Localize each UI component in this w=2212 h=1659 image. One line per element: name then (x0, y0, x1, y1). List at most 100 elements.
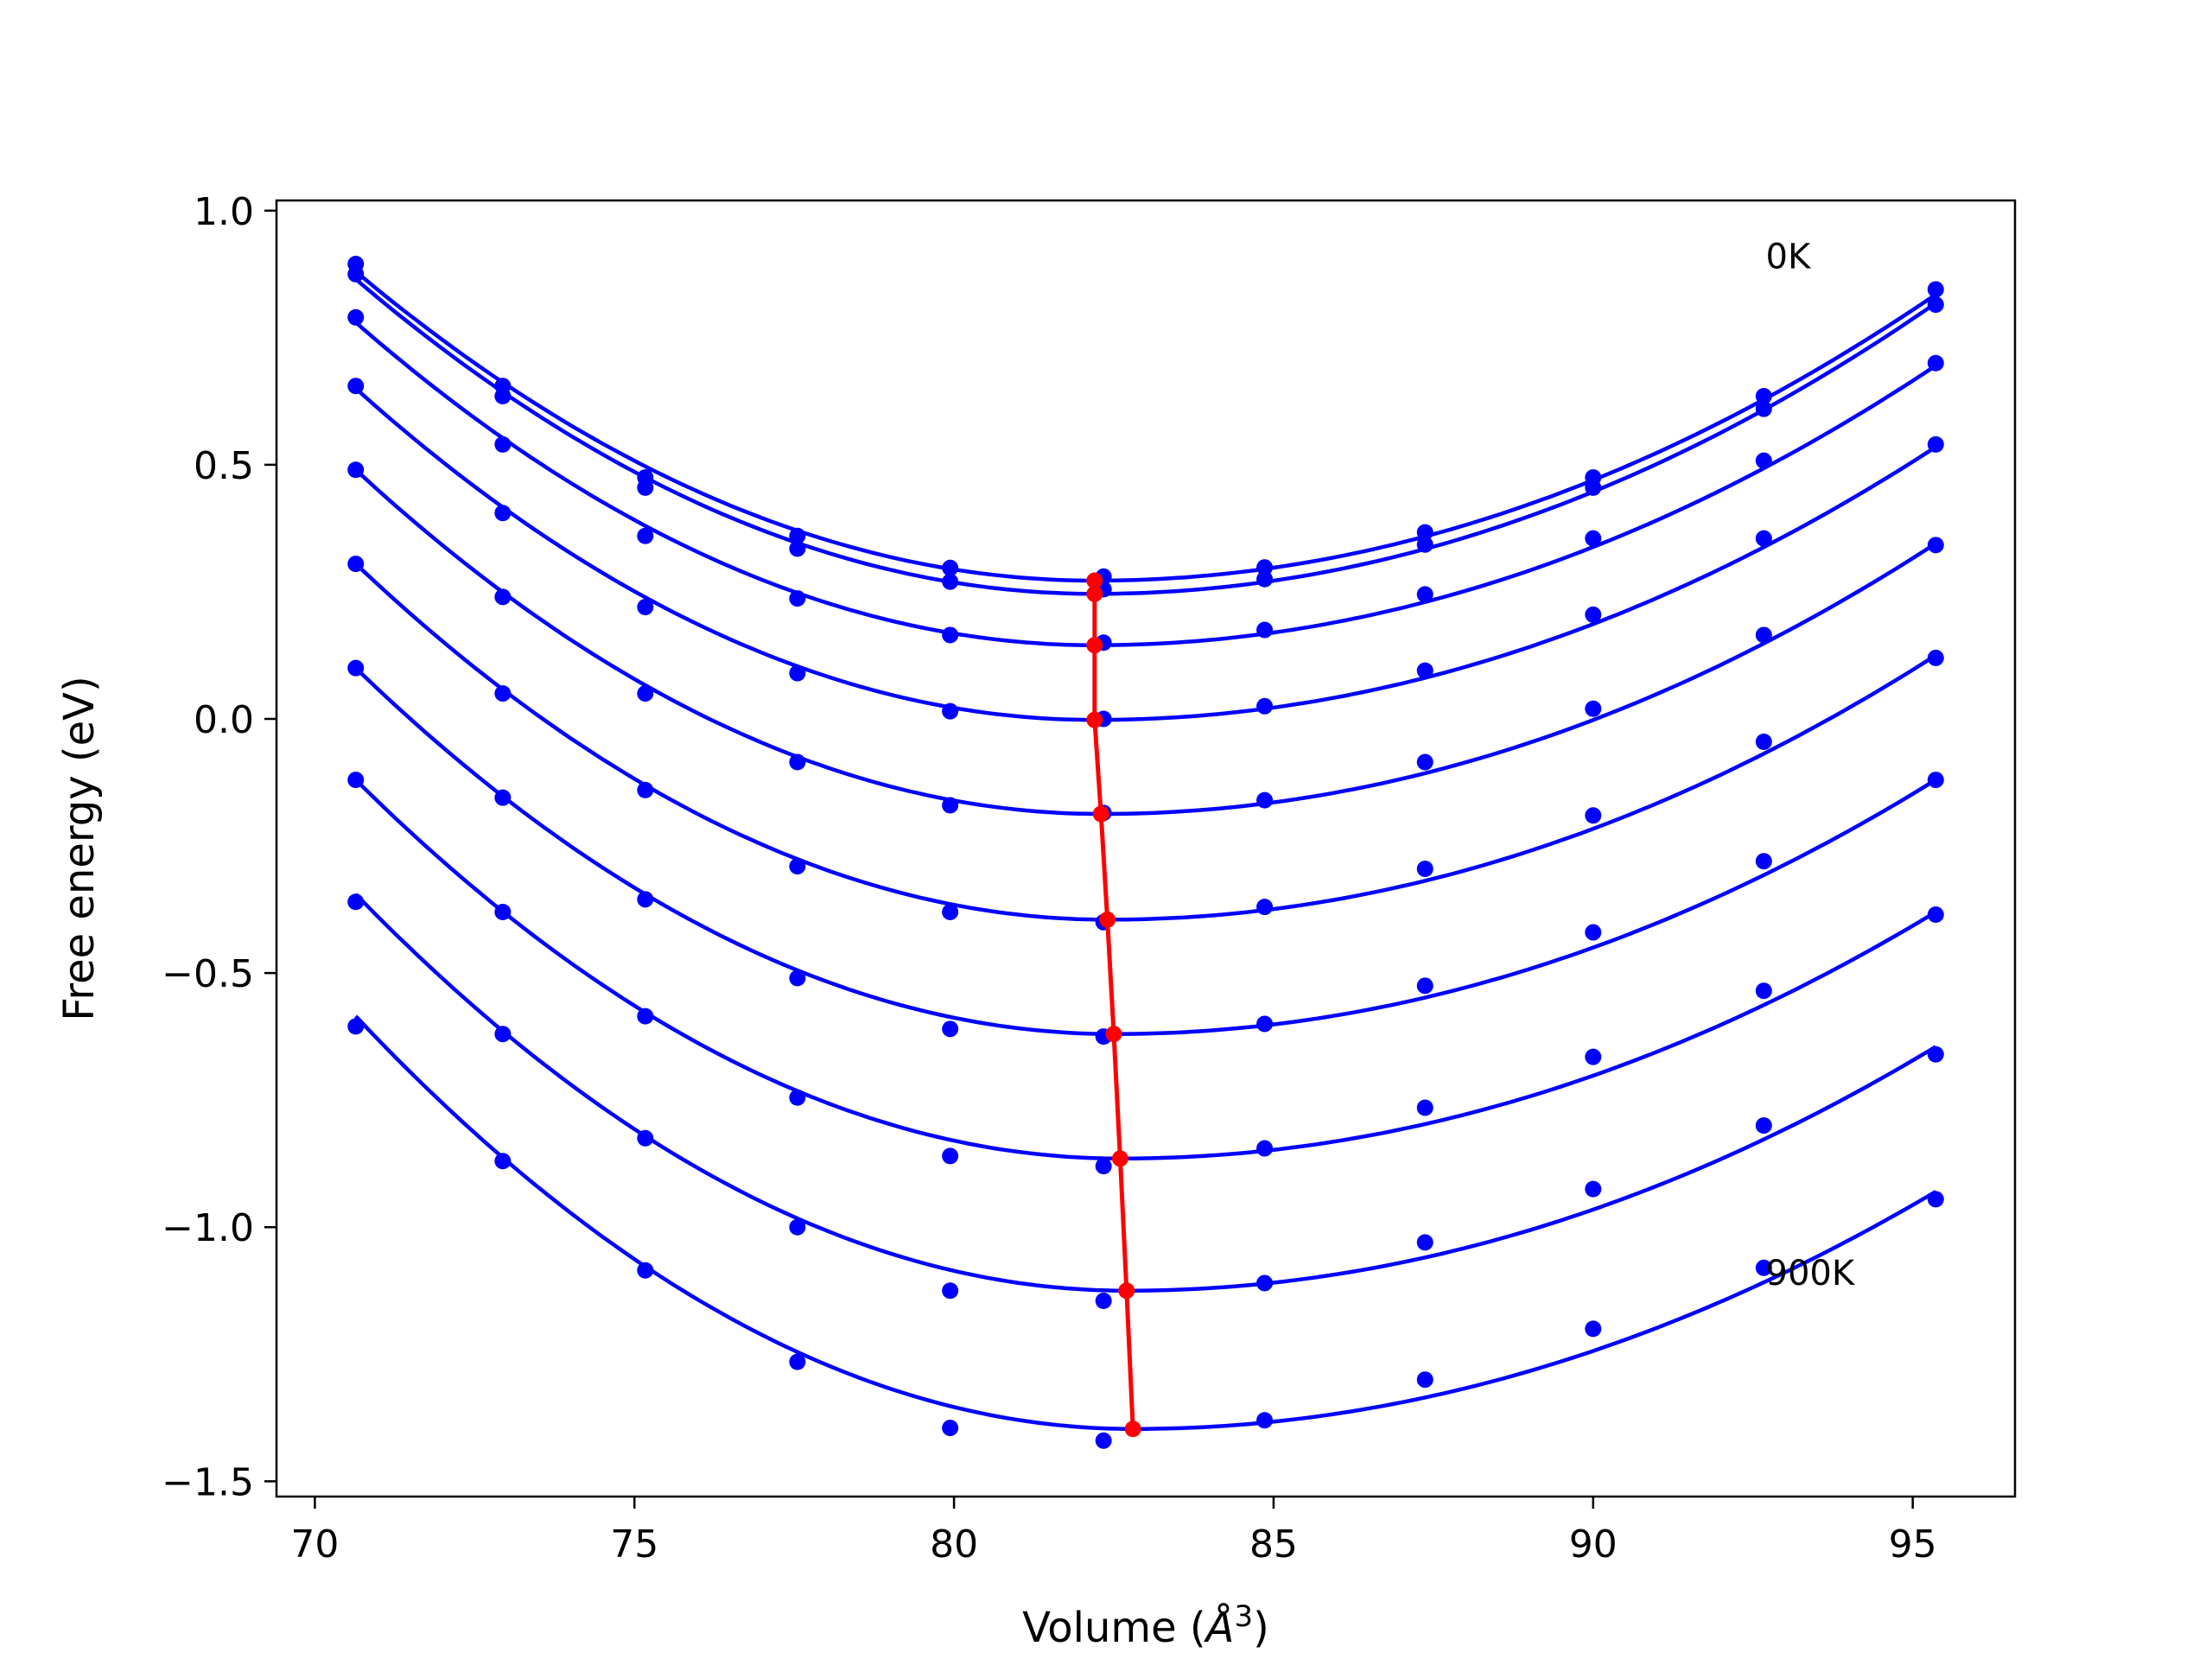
data-point (1256, 1140, 1274, 1157)
data-point (1416, 536, 1433, 553)
fit-curve-9 (354, 1014, 1937, 1432)
data-point (1256, 1015, 1274, 1033)
minimum-point (1099, 911, 1116, 928)
data-point (1927, 281, 1944, 298)
data-point (1585, 807, 1602, 824)
data-point (1256, 791, 1274, 809)
data-point (789, 969, 806, 987)
data-point (1256, 1412, 1274, 1429)
data-point (347, 659, 365, 677)
x-axis-label: Volume (Å3) (1022, 1599, 1269, 1652)
data-point (942, 702, 959, 720)
data-point (1416, 1371, 1433, 1389)
data-point (1755, 1259, 1772, 1276)
data-point (789, 1089, 806, 1106)
data-point (637, 781, 654, 798)
plot-frame (275, 199, 2017, 1498)
data-point (347, 265, 365, 283)
minimum-line (1086, 572, 1141, 1438)
x-axis-label-end: ) (1253, 1604, 1269, 1652)
data-point (1927, 1046, 1944, 1063)
x-axis-label-text: Volume ( (1022, 1604, 1206, 1652)
data-point (637, 1007, 654, 1025)
data-point (789, 858, 806, 875)
x-tick-label: 80 (930, 1522, 978, 1567)
data-point (637, 599, 654, 616)
data-point (1585, 924, 1602, 941)
data-point (942, 559, 959, 576)
data-point (789, 1218, 806, 1236)
data-point (347, 893, 365, 911)
data-point (1927, 537, 1944, 554)
x-axis-unit-exponent: 3 (1234, 1599, 1253, 1634)
data-point (637, 1129, 654, 1147)
data-point (942, 626, 959, 644)
data-point (789, 540, 806, 557)
x-tick-label: 75 (610, 1522, 658, 1567)
data-point (494, 387, 512, 404)
data-point (1927, 649, 1944, 666)
data-point (1256, 1274, 1274, 1292)
minimum-point (1124, 1421, 1141, 1438)
data-point (1416, 662, 1433, 679)
data-point (1585, 700, 1602, 717)
data-point (1755, 626, 1772, 644)
fit-curves (354, 270, 1937, 1432)
data-point (942, 797, 959, 814)
data-point (347, 772, 365, 789)
data-point (1416, 1234, 1433, 1251)
data-point (637, 685, 654, 702)
data-point (1256, 570, 1274, 588)
data-point (494, 789, 512, 806)
data-point (1416, 753, 1433, 771)
fit-curve-5 (354, 562, 1937, 922)
y-axis-ticks: −1.5 −1.0 −0.5 0.0 0.5 1.0 (162, 190, 276, 1504)
fit-curve-3 (354, 386, 1937, 722)
data-point (789, 527, 806, 544)
data-point (494, 1153, 512, 1170)
data-point (942, 573, 959, 590)
y-tick-label: −1.5 (162, 1460, 254, 1504)
data-point (637, 479, 654, 496)
annotation-900k: 900K (1766, 1254, 1856, 1294)
data-point (1755, 853, 1772, 870)
data-point (1585, 1320, 1602, 1338)
minimum-point (1086, 711, 1103, 728)
data-point (347, 378, 365, 395)
data-point (942, 1282, 959, 1300)
minimum-point (1111, 1150, 1128, 1167)
data-point (1256, 559, 1274, 576)
y-tick-label: 1.0 (194, 190, 254, 234)
minimum-point (1092, 805, 1109, 823)
data-point (1755, 1117, 1772, 1135)
data-point (1927, 296, 1944, 314)
data-point (1755, 530, 1772, 547)
fit-curve-6 (354, 666, 1937, 1036)
data-point (789, 664, 806, 682)
data-point (637, 1262, 654, 1279)
data-point (1095, 1293, 1112, 1310)
data-point (1095, 1158, 1112, 1175)
minimum-point (1086, 572, 1103, 589)
data-point (494, 588, 512, 606)
data-point (789, 1353, 806, 1370)
data-point (494, 505, 512, 522)
data-point (1755, 452, 1772, 469)
data-point (494, 904, 512, 921)
data-point (789, 590, 806, 607)
data-point (1416, 586, 1433, 603)
data-point (347, 556, 365, 573)
minimum-point (1086, 585, 1103, 602)
data-point (494, 685, 512, 702)
minimum-point (1105, 1026, 1122, 1043)
data-point (1927, 906, 1944, 923)
data-point (1256, 899, 1274, 916)
data-point (1256, 621, 1274, 639)
data-point (1416, 977, 1433, 995)
y-tick-label: 0.5 (194, 444, 254, 488)
x-tick-label: 90 (1569, 1522, 1618, 1567)
y-tick-label: 0.0 (194, 698, 254, 742)
minimum-path (1092, 581, 1135, 1429)
